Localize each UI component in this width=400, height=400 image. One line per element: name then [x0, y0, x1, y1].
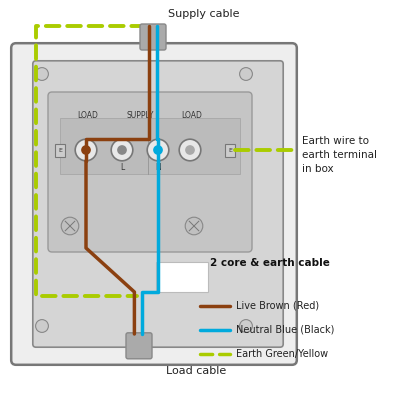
Circle shape	[185, 217, 203, 235]
Text: 2 core & earth cable: 2 core & earth cable	[210, 258, 330, 268]
Circle shape	[240, 68, 252, 80]
Text: Earth Green/Yellow: Earth Green/Yellow	[236, 349, 328, 359]
FancyBboxPatch shape	[33, 61, 283, 347]
Circle shape	[117, 145, 127, 155]
Text: E: E	[58, 148, 62, 153]
Circle shape	[179, 139, 201, 161]
Text: Neutral Blue (Black): Neutral Blue (Black)	[236, 325, 334, 335]
Text: N: N	[155, 163, 161, 172]
Circle shape	[36, 68, 48, 80]
Circle shape	[61, 217, 79, 235]
FancyBboxPatch shape	[140, 24, 166, 50]
Text: Live Brown (Red): Live Brown (Red)	[236, 301, 319, 311]
Text: Load cable: Load cable	[166, 366, 226, 376]
Text: L: L	[120, 163, 124, 172]
Bar	[60, 118, 240, 174]
Circle shape	[185, 145, 195, 155]
Bar	[55, 144, 65, 157]
FancyBboxPatch shape	[48, 92, 252, 252]
Text: SUPPLY: SUPPLY	[126, 111, 154, 120]
Circle shape	[111, 139, 133, 161]
Text: LOAD: LOAD	[78, 111, 98, 120]
Circle shape	[36, 320, 48, 332]
Circle shape	[75, 139, 97, 161]
FancyBboxPatch shape	[11, 43, 297, 365]
Bar	[225, 144, 235, 157]
Bar	[156, 262, 208, 292]
Text: Earth wire to
earth terminal
in box: Earth wire to earth terminal in box	[302, 136, 377, 174]
Text: Supply cable: Supply cable	[168, 9, 240, 19]
Text: E: E	[228, 148, 232, 153]
Circle shape	[81, 145, 91, 155]
Circle shape	[147, 139, 169, 161]
Circle shape	[240, 320, 252, 332]
Text: LOAD: LOAD	[182, 111, 202, 120]
Circle shape	[153, 145, 163, 155]
FancyBboxPatch shape	[126, 333, 152, 359]
